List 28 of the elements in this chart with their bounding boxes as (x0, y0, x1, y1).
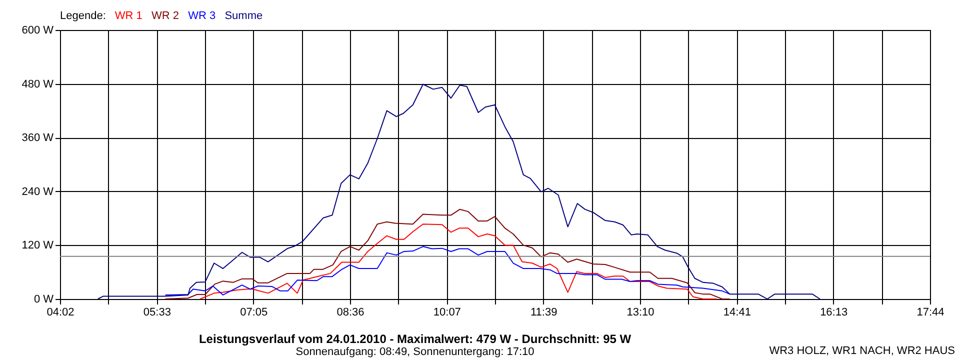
x-tick-label: 05:33 (143, 306, 171, 318)
text: Summe (224, 10, 263, 22)
text: WR3 HOLZ, WR1 NACH, WR2 HAUS (769, 345, 955, 357)
x-tick-label: 13:10 (626, 306, 654, 318)
line-series (200, 224, 718, 300)
y-tick-label: 240 W (22, 186, 54, 198)
x-tick-label: 11:39 (530, 306, 558, 318)
x-tick-label: 04:02 (46, 306, 74, 318)
y-tick-label: 360 W (22, 132, 54, 144)
y-tick-label: 480 W (22, 78, 54, 90)
x-tick-label: 08:36 (336, 306, 364, 318)
y-tick-label: 0 W (34, 294, 54, 306)
line-series (164, 208, 730, 300)
text: Sonnenaufgang: 08:49, Sonnenuntergang: 17:10 (296, 346, 534, 358)
text: WR 1 (114, 10, 142, 22)
x-tick-label: 10:07 (433, 306, 461, 318)
x-tick-label: 14:41 (723, 306, 751, 318)
text: WR 2 (152, 10, 179, 22)
line-series (97, 84, 820, 300)
y-tick-label: 600 W (22, 24, 54, 36)
x-tick-label: 07:05 (240, 306, 268, 318)
line-series (164, 246, 730, 296)
text: WR 3 (188, 10, 216, 22)
text: Leistungsverlauf vom 24.01.2010 - Maximalwert: 479 W - Durchschnitt: 95 W (198, 332, 632, 346)
x-tick-label: 16:13 (820, 306, 848, 318)
legend-title: Legende: (60, 10, 106, 22)
y-tick-label: 120 W (22, 240, 54, 252)
x-tick-label: 17:44 (916, 306, 944, 318)
